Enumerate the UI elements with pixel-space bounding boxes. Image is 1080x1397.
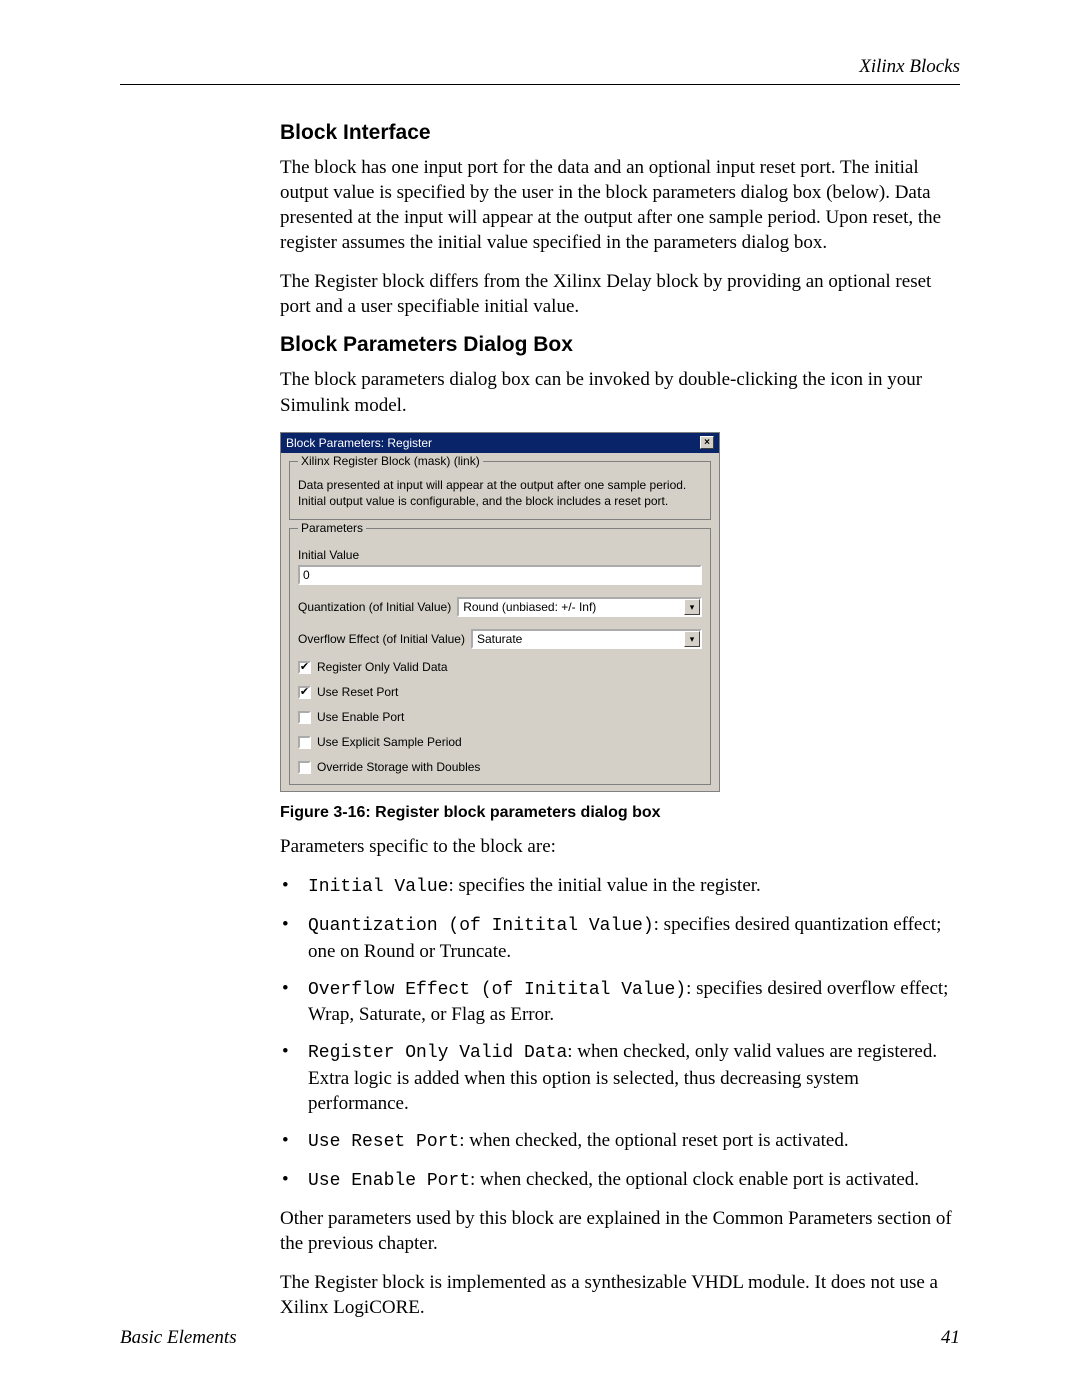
heading-block-interface: Block Interface xyxy=(280,121,960,145)
main-content: Block Interface The block has one input … xyxy=(280,121,960,1320)
param-code: Quantization (of Initital Value) xyxy=(308,916,654,936)
paragraph: The block has one input port for the dat… xyxy=(280,155,960,255)
list-item: Register Only Valid Data: when checked, … xyxy=(308,1039,960,1116)
paragraph: The Register block differs from the Xili… xyxy=(280,269,960,319)
footer-left: Basic Elements xyxy=(120,1327,237,1349)
group-mask-description: Data presented at input will appear at t… xyxy=(298,477,702,509)
chevron-down-icon[interactable]: ▾ xyxy=(684,599,700,615)
overflow-label: Overflow Effect (of Initial Value) xyxy=(298,632,465,646)
check-use-reset[interactable]: ✔ xyxy=(298,686,311,699)
initial-value-label: Initial Value xyxy=(298,548,702,562)
param-code: Register Only Valid Data xyxy=(308,1043,567,1063)
param-code: Overflow Effect (of Initital Value) xyxy=(308,980,686,1000)
page-number: 41 xyxy=(941,1327,960,1349)
initial-value-input[interactable] xyxy=(298,565,702,585)
list-item: Use Enable Port: when checked, the optio… xyxy=(308,1167,960,1194)
header-rule xyxy=(120,84,960,85)
paragraph: The Register block is implemented as a s… xyxy=(280,1270,960,1320)
heading-block-params: Block Parameters Dialog Box xyxy=(280,333,960,357)
list-item: Use Reset Port: when checked, the option… xyxy=(308,1128,960,1155)
param-code: Use Enable Port xyxy=(308,1171,470,1191)
group-mask-legend: Xilinx Register Block (mask) (link) xyxy=(298,454,483,468)
list-item: Quantization (of Initital Value): specif… xyxy=(308,912,960,964)
paragraph: Other parameters used by this block are … xyxy=(280,1206,960,1256)
dialog-titlebar: Block Parameters: Register × xyxy=(281,433,719,453)
check-use-reset-label: Use Reset Port xyxy=(317,685,398,699)
list-item: Overflow Effect (of Initital Value): spe… xyxy=(308,976,960,1028)
check-register-valid[interactable]: ✔ xyxy=(298,661,311,674)
param-text: : when checked, the optional clock enabl… xyxy=(470,1169,919,1190)
overflow-select[interactable]: Saturate ▾ xyxy=(471,629,702,649)
param-code: Use Reset Port xyxy=(308,1132,459,1152)
dialog-title: Block Parameters: Register xyxy=(286,436,432,450)
check-use-enable[interactable] xyxy=(298,711,311,724)
figure-caption: Figure 3-16: Register block parameters d… xyxy=(280,804,960,822)
overflow-value: Saturate xyxy=(477,632,522,646)
quantization-value: Round (unbiased: +/- Inf) xyxy=(463,600,596,614)
check-explicit-sample[interactable] xyxy=(298,736,311,749)
check-override-doubles-label: Override Storage with Doubles xyxy=(317,760,480,774)
check-explicit-sample-label: Use Explicit Sample Period xyxy=(317,735,462,749)
quantization-select[interactable]: Round (unbiased: +/- Inf) ▾ xyxy=(457,597,702,617)
page-footer: Basic Elements 41 xyxy=(120,1327,960,1349)
check-use-enable-label: Use Enable Port xyxy=(317,710,404,724)
param-text: : specifies the initial value in the reg… xyxy=(448,875,760,896)
check-override-doubles[interactable] xyxy=(298,761,311,774)
list-item: Initial Value: specifies the initial val… xyxy=(308,873,960,900)
group-mask: Xilinx Register Block (mask) (link) Data… xyxy=(289,461,711,520)
chevron-down-icon[interactable]: ▾ xyxy=(684,631,700,647)
group-parameters-legend: Parameters xyxy=(298,521,366,535)
parameter-list: Initial Value: specifies the initial val… xyxy=(280,873,960,1194)
param-code: Initial Value xyxy=(308,877,448,897)
quantization-label: Quantization (of Initial Value) xyxy=(298,600,451,614)
group-parameters: Parameters Initial Value Quantization (o… xyxy=(289,528,711,785)
check-register-valid-label: Register Only Valid Data xyxy=(317,660,448,674)
param-text: : when checked, the optional reset port … xyxy=(459,1130,848,1151)
block-parameters-dialog: Block Parameters: Register × Xilinx Regi… xyxy=(280,432,720,792)
paragraph: The block parameters dialog box can be i… xyxy=(280,367,960,417)
page-header-right: Xilinx Blocks xyxy=(120,56,960,78)
params-intro: Parameters specific to the block are: xyxy=(280,834,960,859)
close-icon[interactable]: × xyxy=(700,436,714,449)
